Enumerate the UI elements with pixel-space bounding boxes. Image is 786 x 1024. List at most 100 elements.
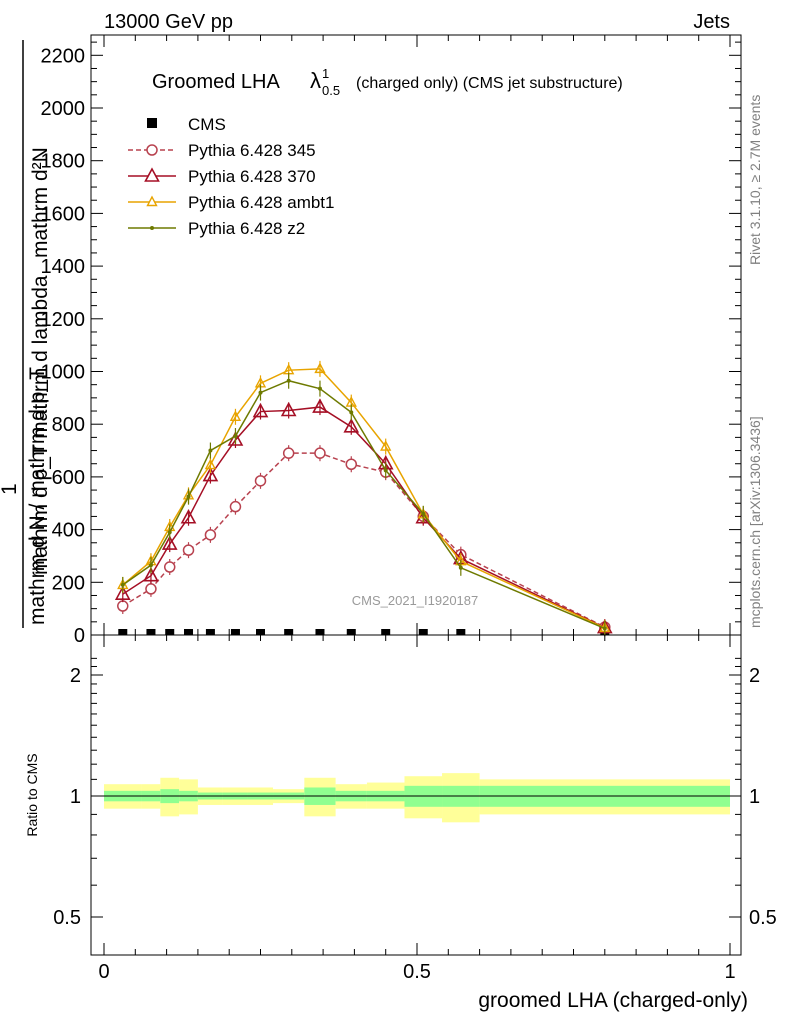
data-point xyxy=(202,466,219,482)
legend-label: Pythia 6.428 370 xyxy=(188,167,316,186)
data-point xyxy=(458,565,463,570)
data-point xyxy=(256,629,265,635)
rivet-label: Rivet 3.1.10, ≥ 2.7M events xyxy=(747,95,763,265)
data-point xyxy=(146,629,156,635)
data-point xyxy=(421,511,426,516)
ratio-tick-label: 1 xyxy=(70,786,81,808)
plot-title: Groomed LHA λ 1 0.5 (charged only) (CMS … xyxy=(152,66,623,98)
data-point xyxy=(120,582,125,587)
ratio-tick-label-right: 1 xyxy=(749,786,760,808)
ratio-y-tick-labels: 0.5 1 2 xyxy=(53,665,81,929)
title-subscript: 0.5 xyxy=(322,83,340,98)
x-tick-labels: 0 0.5 1 xyxy=(98,961,735,983)
title-superscript: 1 xyxy=(322,66,329,81)
mcplots-label: mcplots.cern.ch [arXiv:1306.3436] xyxy=(747,416,763,628)
data-point xyxy=(145,583,157,595)
ratio-bands xyxy=(104,773,730,823)
data-point xyxy=(317,386,322,391)
data-point xyxy=(380,440,392,451)
data-point xyxy=(312,398,328,413)
data-point xyxy=(315,629,325,635)
series-layer xyxy=(114,360,613,637)
data-point xyxy=(117,600,129,612)
series-pythia-6-428-z2 xyxy=(120,372,607,637)
data-point xyxy=(161,535,178,550)
y-tick-label: 0 xyxy=(74,625,85,647)
ratio-tick-label-right: 2 xyxy=(749,665,760,687)
data-point xyxy=(258,390,263,395)
title-lambda: λ xyxy=(310,68,321,93)
data-point xyxy=(184,629,194,635)
ylabel-denominator: mathrm d N / mathrm d p_T xyxy=(26,367,49,625)
ratio-tick-label: 2 xyxy=(70,665,81,687)
data-point xyxy=(205,629,215,635)
y-tick-label: 400 xyxy=(52,520,85,542)
data-point xyxy=(208,448,213,453)
ylabel-mathrm-1: mathrm d p_T mathrm d lambda xyxy=(29,275,52,575)
x-tick-label: 0 xyxy=(98,961,109,983)
data-point xyxy=(143,567,159,582)
data-point xyxy=(456,629,466,635)
legend: CMS Pythia 6.428 345 Pythia 6.428 370 Pythi… xyxy=(128,115,334,238)
legend-entry: Pythia 6.428 z2 xyxy=(128,219,305,238)
y-tick-label: 200 xyxy=(52,572,85,594)
ratio-y-label: Ratio to CMS xyxy=(24,753,40,836)
data-point xyxy=(345,458,358,471)
data-point xyxy=(148,563,153,568)
data-point xyxy=(282,447,295,459)
series-line xyxy=(122,379,606,630)
series-line xyxy=(122,406,606,629)
legend-label: Pythia 6.428 345 xyxy=(188,141,316,160)
data-point xyxy=(180,509,197,524)
data-point xyxy=(204,458,217,470)
title-rest: (charged only) (CMS jet substructure) xyxy=(356,75,623,92)
y-tick-label: 2000 xyxy=(41,98,86,120)
data-point xyxy=(227,431,244,446)
data-point xyxy=(314,447,326,459)
x-tick-label: 0.5 xyxy=(403,961,431,983)
legend-label: Pythia 6.428 z2 xyxy=(188,219,305,238)
data-point xyxy=(346,629,356,635)
y-tick-label: 800 xyxy=(52,414,85,436)
ratio-axis-ticks xyxy=(91,635,741,955)
series-cms xyxy=(118,629,610,635)
y-tick-label: 600 xyxy=(52,467,85,489)
data-point xyxy=(314,362,326,374)
x-axis-label: groomed LHA (charged-only) xyxy=(478,989,748,1012)
data-point xyxy=(229,500,242,513)
legend-marker xyxy=(146,195,158,207)
data-point xyxy=(233,434,238,439)
header-collision: 13000 GeV pp xyxy=(104,11,233,33)
legend-marker xyxy=(147,118,157,128)
ratio-plot-frame xyxy=(90,634,742,956)
data-point xyxy=(204,529,217,541)
data-point xyxy=(284,629,294,635)
data-point xyxy=(349,410,354,415)
analysis-watermark: CMS_2021_I1920187 xyxy=(352,593,479,608)
legend-entry: Pythia 6.428 370 xyxy=(128,167,316,186)
legend-entry: Pythia 6.428 ambt1 xyxy=(128,193,334,212)
data-point xyxy=(186,494,191,499)
data-point xyxy=(383,468,388,473)
y-tick-label: 1600 xyxy=(41,203,86,225)
ratio-tick-label-right: 0.5 xyxy=(749,907,777,929)
legend-marker xyxy=(144,167,160,182)
legend-label: Pythia 6.428 ambt1 xyxy=(188,193,334,212)
y-tick-label: 1400 xyxy=(41,256,86,278)
data-point xyxy=(254,475,267,487)
y-tick-label: 1000 xyxy=(41,362,86,384)
y-tick-label: 1800 xyxy=(41,151,86,173)
data-point xyxy=(418,629,428,635)
legend-entry: CMS xyxy=(147,115,226,134)
x-tick-label: 1 xyxy=(724,961,735,983)
data-point xyxy=(167,530,172,535)
legend-marker xyxy=(150,226,154,230)
header-category: Jets xyxy=(693,11,730,33)
y-tick-label: 2200 xyxy=(41,45,86,67)
ratio-y-tick-labels-right: 0.5 1 2 xyxy=(749,665,777,929)
data-point xyxy=(118,629,128,635)
data-point xyxy=(165,629,175,635)
data-point xyxy=(163,561,176,573)
y-tick-label: 1200 xyxy=(41,309,86,331)
